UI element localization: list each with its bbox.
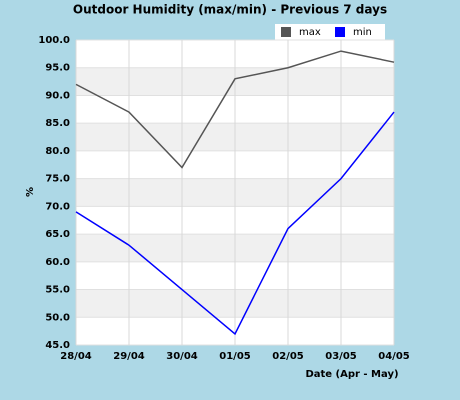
- y-tick-label: 95.0: [45, 63, 70, 74]
- x-tick-label: 04/05: [378, 351, 410, 362]
- x-tick-label: 02/05: [272, 351, 304, 362]
- y-tick-label: 60.0: [45, 257, 70, 268]
- y-tick-label: 70.0: [45, 201, 70, 212]
- y-tick-label: 45.0: [45, 340, 70, 351]
- legend-box: [275, 24, 385, 40]
- x-tick-label: 01/05: [219, 351, 251, 362]
- y-tick-label: 65.0: [45, 229, 70, 240]
- y-tick-label: 50.0: [45, 312, 70, 323]
- y-tick-label: 100.0: [38, 35, 70, 46]
- chart-title: Outdoor Humidity (max/min) - Previous 7 …: [73, 3, 387, 17]
- x-tick-label: 30/04: [166, 351, 198, 362]
- x-tick-label: 03/05: [325, 351, 357, 362]
- series-line: [75, 111, 395, 336]
- x-tick-label: 29/04: [113, 351, 145, 362]
- y-tick-label: 55.0: [45, 285, 70, 296]
- y-tick-label: 80.0: [45, 146, 70, 157]
- legend-swatch: [281, 27, 291, 37]
- legend-label: max: [299, 27, 321, 38]
- legend-swatch: [335, 27, 345, 37]
- y-axis-label: %: [25, 187, 36, 197]
- x-tick-label: 28/04: [60, 351, 92, 362]
- y-tick-label: 75.0: [45, 174, 70, 185]
- legend-label: min: [353, 27, 372, 38]
- y-tick-label: 85.0: [45, 118, 70, 129]
- series-line: [75, 50, 395, 169]
- y-tick-label: 90.0: [45, 90, 70, 101]
- x-axis-label: Date (Apr - May): [305, 369, 398, 380]
